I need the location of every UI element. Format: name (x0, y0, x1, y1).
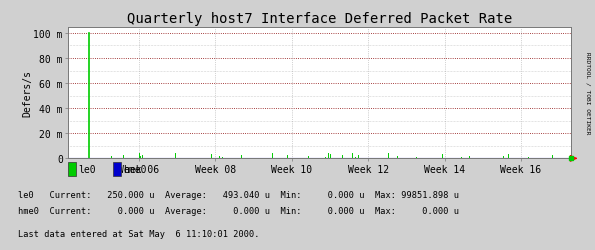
Text: hme0  Current:     0.000 u  Average:     0.000 u  Min:     0.000 u  Max:     0.0: hme0 Current: 0.000 u Average: 0.000 u M… (18, 206, 459, 215)
Text: le0   Current:   250.000 u  Average:   493.040 u  Min:     0.000 u  Max: 99851.8: le0 Current: 250.000 u Average: 493.040 … (18, 190, 459, 199)
Text: RRDTOOL / TOBI OETIKER: RRDTOOL / TOBI OETIKER (586, 52, 591, 134)
Text: Last data entered at Sat May  6 11:10:01 2000.: Last data entered at Sat May 6 11:10:01 … (18, 229, 259, 238)
Title: Quarterly host7 Interface Deferred Packet Rate: Quarterly host7 Interface Deferred Packe… (127, 12, 512, 26)
Text: le0: le0 (79, 164, 96, 174)
Text: hme0: hme0 (123, 164, 146, 174)
Y-axis label: Defers/s: Defers/s (22, 70, 32, 116)
